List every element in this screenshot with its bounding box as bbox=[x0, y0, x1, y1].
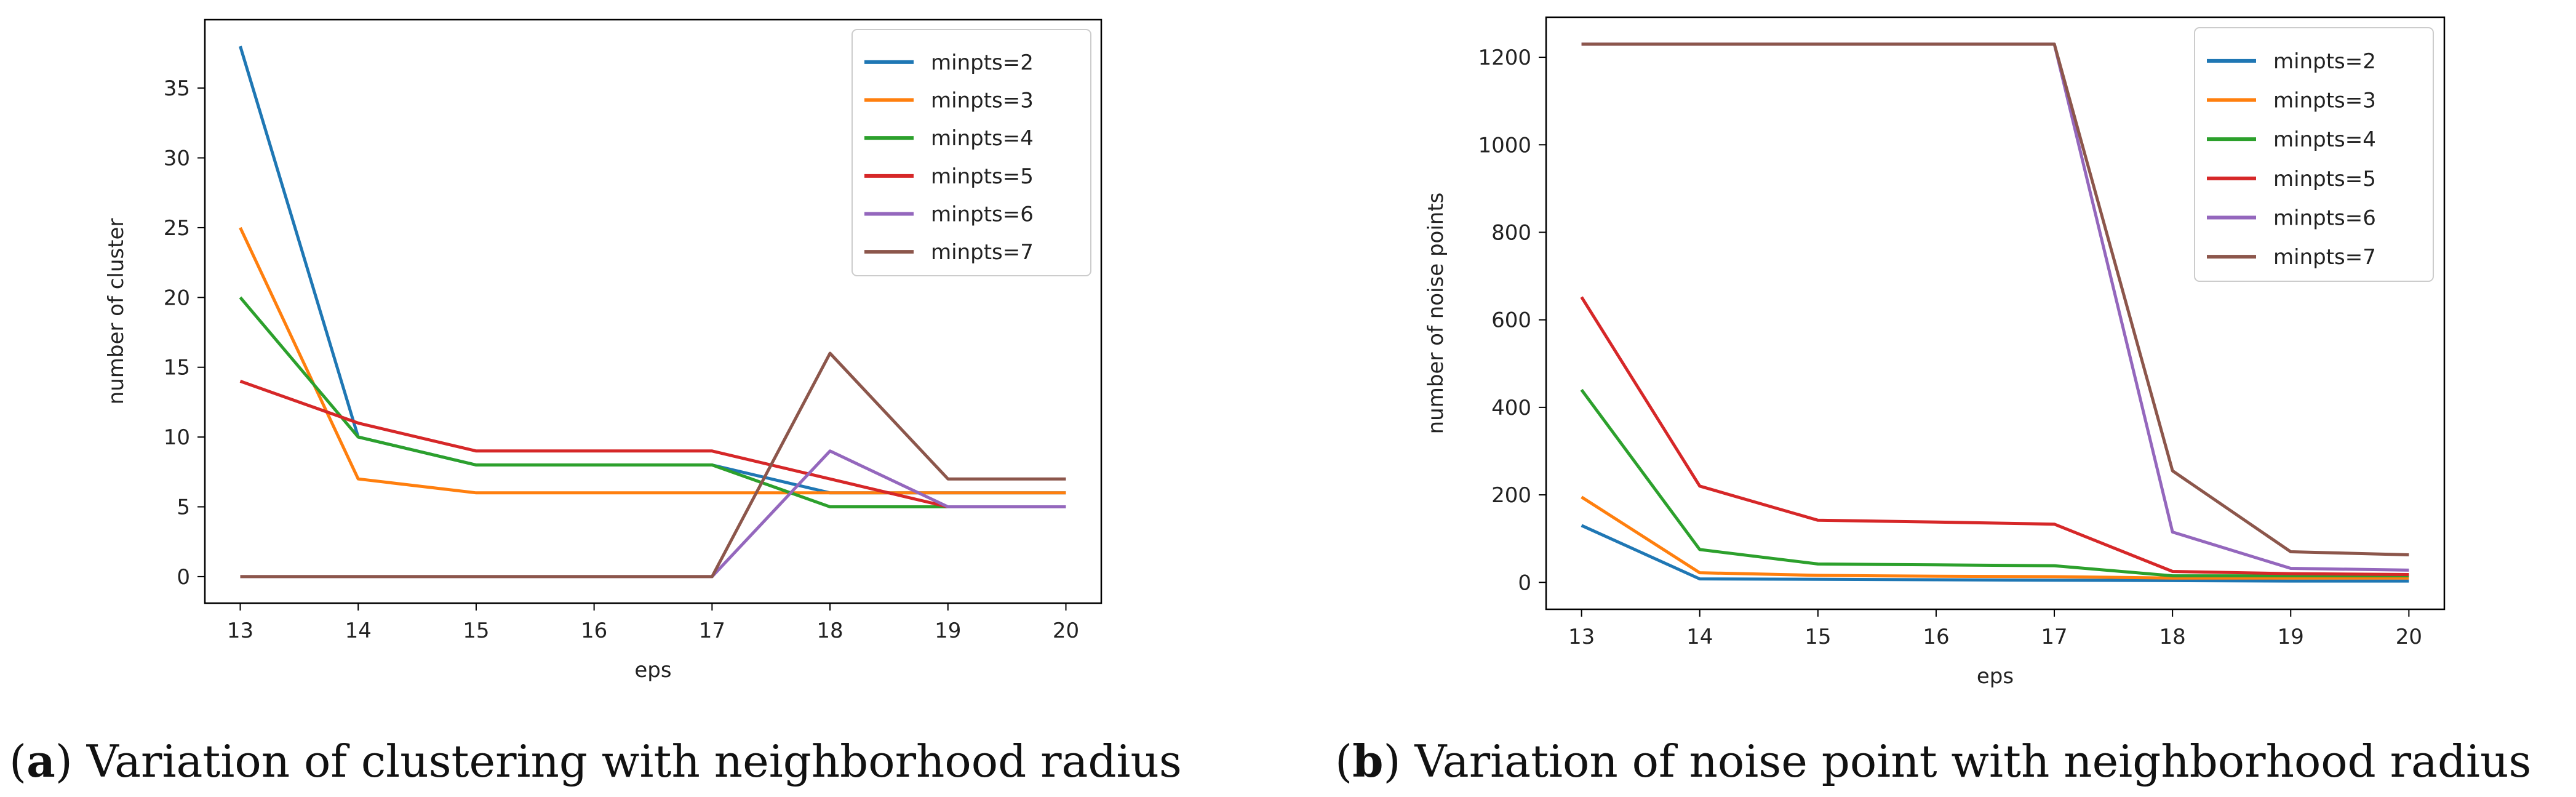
y-tick-label: 1000 bbox=[1478, 133, 1531, 158]
legend-label: minpts=3 bbox=[2273, 89, 2376, 113]
series-line-minpts-5 bbox=[239, 380, 1066, 508]
legend-label: minpts=6 bbox=[2273, 206, 2376, 231]
legend: minpts=2 minpts=3 minpts=4 minpts=5 minpts=6… bbox=[2194, 27, 2434, 282]
series-line-minpts-4 bbox=[239, 296, 1066, 508]
x-tick-label: 15 bbox=[463, 619, 489, 643]
series-line-minpts-5 bbox=[1580, 296, 2409, 576]
x-tick-label: 18 bbox=[816, 619, 843, 643]
x-tick-label: 19 bbox=[935, 619, 961, 643]
legend-label: minpts=7 bbox=[931, 240, 1034, 265]
series-line-minpts-7 bbox=[240, 351, 1066, 579]
legend-label: minpts=4 bbox=[931, 126, 1034, 151]
y-tick-label: 30 bbox=[164, 146, 190, 171]
y-tick-label: 35 bbox=[164, 76, 190, 101]
y-tick-label: 0 bbox=[177, 565, 190, 590]
x-tick-label: 16 bbox=[1923, 625, 1949, 649]
plot-frame bbox=[204, 18, 1103, 604]
y-tick-label: 10 bbox=[164, 425, 190, 450]
y-tick-label: 0 bbox=[1518, 571, 1531, 595]
legend-label: minpts=6 bbox=[931, 202, 1034, 227]
series-line-minpts-3 bbox=[239, 226, 1066, 495]
series-line-minpts-4 bbox=[1580, 388, 2409, 578]
plot-frame bbox=[1545, 16, 2446, 611]
y-axis-title: number of noise points bbox=[1424, 193, 1448, 435]
x-tick-label: 16 bbox=[581, 619, 607, 643]
caption-b: (b) Variation of noise point with neighb… bbox=[1335, 735, 2531, 787]
y-tick-label: 20 bbox=[164, 286, 190, 310]
x-axis-title: eps bbox=[1977, 664, 2014, 689]
y-tick-label: 400 bbox=[1491, 396, 1531, 420]
legend-label: minpts=2 bbox=[931, 50, 1034, 75]
x-tick-label: 13 bbox=[227, 619, 253, 643]
legend-label: minpts=3 bbox=[931, 89, 1034, 113]
y-axis-title: number of cluster bbox=[104, 218, 129, 405]
y-tick-label: 1200 bbox=[1478, 46, 1531, 70]
legend-label: minpts=2 bbox=[2273, 49, 2376, 74]
x-tick-label: 14 bbox=[1686, 625, 1713, 649]
x-tick-label: 14 bbox=[345, 619, 372, 643]
legend-label: minpts=5 bbox=[931, 164, 1034, 189]
series-line-minpts-7 bbox=[1581, 42, 2409, 556]
series-line-minpts-2 bbox=[1581, 524, 2409, 583]
x-axis-title: eps bbox=[634, 658, 671, 683]
y-tick-label: 5 bbox=[177, 495, 190, 520]
x-tick-label: 19 bbox=[2278, 625, 2304, 649]
legend-label: minpts=5 bbox=[2273, 167, 2376, 191]
chart-panel-a: 13 14 15 16 17 18 19 20 0 5 10 15 20 25 30 35 eps number … bbox=[104, 18, 1103, 683]
y-tick-label: 600 bbox=[1491, 308, 1531, 333]
x-tick-label: 15 bbox=[1804, 625, 1831, 649]
x-tick-label: 20 bbox=[2396, 625, 2422, 649]
y-tick-label: 25 bbox=[164, 216, 190, 241]
legend: minpts=2 minpts=3 minpts=4 minpts=5 minpts=6… bbox=[851, 29, 1091, 276]
x-tick-label: 13 bbox=[1568, 625, 1595, 649]
y-tick-label: 200 bbox=[1491, 483, 1531, 508]
x-tick-label: 17 bbox=[699, 619, 725, 643]
y-tick-label: 15 bbox=[164, 356, 190, 380]
y-tick-label: 800 bbox=[1491, 220, 1531, 245]
chart-panel-b: 13 14 15 16 17 18 19 20020040060080010001200eps… bbox=[1424, 16, 2446, 689]
x-tick-label: 17 bbox=[2041, 625, 2067, 649]
legend-label: minpts=4 bbox=[2273, 127, 2376, 152]
caption-a: (a) Variation of clustering with neighbo… bbox=[9, 735, 1182, 787]
x-tick-label: 18 bbox=[2159, 625, 2186, 649]
legend-label: minpts=7 bbox=[2273, 245, 2376, 270]
x-tick-label: 20 bbox=[1053, 619, 1079, 643]
series-line-minpts-3 bbox=[1581, 495, 2409, 580]
